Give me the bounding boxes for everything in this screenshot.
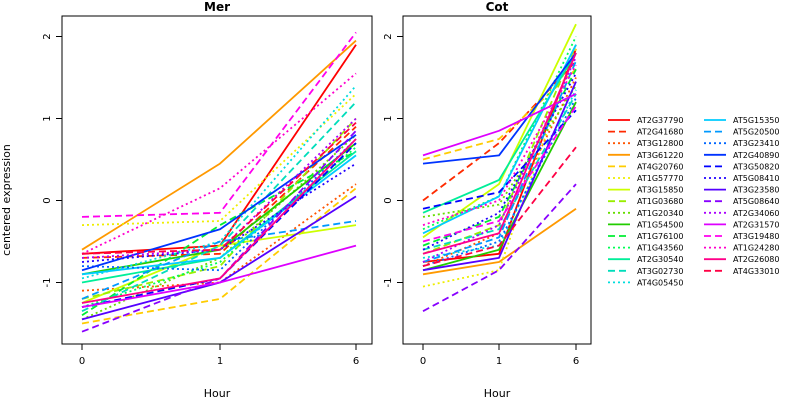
x-axis-label-0: Hour (204, 387, 231, 400)
series-line-1-20 (422, 72, 577, 251)
series-line-1-5 (422, 48, 577, 288)
series-line-0-18 (81, 134, 357, 272)
series-line-1-4 (422, 68, 577, 161)
legend-label-11: AT1G43560 (637, 244, 683, 253)
y-tick-label-1-3: 2 (383, 33, 394, 39)
series-line-1-28 (422, 146, 577, 267)
legend-label-25: AT3G19480 (733, 232, 779, 241)
legend-label-12: AT2G30540 (637, 255, 683, 264)
legend-label-20: AT5G08410 (733, 174, 779, 183)
legend-label-6: AT3G15850 (637, 186, 683, 195)
series-line-0-5 (81, 93, 357, 226)
series-line-1-16 (422, 60, 577, 263)
series-line-0-3 (81, 39, 357, 251)
series-line-0-7 (81, 117, 357, 300)
legend-label-2: AT3G12800 (637, 139, 683, 148)
series-line-0-10 (81, 150, 357, 317)
series-line-1-22 (422, 183, 577, 312)
legend-label-22: AT5G08640 (733, 197, 779, 206)
series-line-1-15 (422, 44, 577, 235)
legend-label-9: AT1G54500 (637, 220, 683, 229)
legend-label-14: AT4G05450 (637, 278, 683, 287)
y-tick-label-1-1: 0 (383, 197, 394, 203)
legend-label-21: AT3G23580 (733, 186, 779, 195)
legend-label-7: AT1G03680 (637, 197, 683, 206)
series-line-0-19 (81, 142, 357, 308)
legend-label-28: AT4G33010 (733, 267, 779, 276)
series-line-0-23 (81, 117, 357, 259)
y-tick-label-0-2: 1 (42, 115, 53, 121)
series-line-0-17 (81, 138, 357, 272)
legend-label-24: AT2G31570 (733, 220, 779, 229)
legend-label-10: AT1G76100 (637, 232, 683, 241)
series-line-1-27 (422, 52, 577, 255)
legend-label-1: AT2G41680 (637, 128, 683, 137)
x-tick-label-1-1: 1 (496, 356, 502, 367)
legend-label-27: AT2G26080 (733, 255, 779, 264)
x-tick-label-1-0: 0 (420, 356, 426, 367)
y-axis-label: centered expression (0, 144, 13, 256)
series-line-1-19 (422, 109, 577, 210)
series-line-0-26 (81, 72, 357, 255)
series-line-1-18 (422, 52, 577, 165)
y-tick-label-1-2: 1 (383, 115, 394, 121)
x-tick-label-1-2: 6 (573, 356, 579, 367)
series-line-1-11 (422, 36, 577, 231)
series-line-1-6 (422, 23, 577, 239)
series-line-1-13 (422, 93, 577, 251)
y-tick-label-0-0: -1 (42, 278, 53, 288)
series-line-1-9 (422, 101, 577, 272)
x-tick-label-0-1: 1 (217, 356, 223, 367)
legend-label-15: AT5G15350 (733, 116, 779, 125)
series-line-1-3 (422, 207, 577, 276)
series-line-0-16 (81, 220, 357, 300)
series-line-0-28 (81, 121, 357, 255)
series-line-1-17 (422, 97, 577, 267)
series-line-0-12 (81, 150, 357, 284)
series-line-0-13 (81, 101, 357, 313)
plot-frame-1 (402, 15, 592, 345)
x-tick-label-0-0: 0 (79, 356, 85, 367)
legend-label-0: AT2G37790 (637, 116, 683, 125)
legend-label-26: AT1G24280 (733, 244, 779, 253)
series-line-1-25 (422, 105, 577, 243)
series-line-0-20 (81, 162, 357, 263)
legend-label-18: AT2G40890 (733, 151, 779, 160)
plot-frame-0 (61, 15, 373, 345)
series-line-1-21 (422, 81, 577, 272)
series-line-1-8 (422, 85, 577, 218)
series-line-0-6 (81, 224, 357, 304)
series-line-0-15 (81, 154, 357, 276)
legend-label-19: AT3G50820 (733, 162, 779, 171)
legend-label-23: AT2G34060 (733, 209, 779, 218)
series-line-0-27 (81, 138, 357, 304)
legend-label-5: AT1G57770 (637, 174, 683, 183)
series-line-0-11 (81, 146, 357, 308)
panel-title-1: Cot (486, 0, 509, 14)
x-axis-label-1: Hour (484, 387, 511, 400)
legend-label-8: AT1G20340 (637, 209, 683, 218)
legend-label-17: AT3G23410 (733, 139, 779, 148)
panel-title-0: Mer (204, 0, 230, 14)
series-line-0-25 (81, 31, 357, 218)
y-tick-label-1-0: -1 (383, 278, 394, 288)
series-line-0-24 (81, 244, 357, 308)
legend-label-13: AT3G02730 (637, 267, 683, 276)
series-line-1-24 (422, 93, 577, 157)
legend-label-3: AT3G61220 (637, 151, 683, 160)
y-tick-label-0-1: 0 (42, 197, 53, 203)
series-line-1-26 (422, 64, 577, 226)
legend-label-4: AT4G20760 (637, 162, 683, 171)
series-line-1-7 (422, 44, 577, 255)
y-tick-label-0-3: 2 (42, 33, 53, 39)
x-tick-label-0-2: 6 (353, 356, 359, 367)
series-line-0-14 (81, 85, 357, 280)
legend-label-16: AT5G20500 (733, 128, 779, 137)
